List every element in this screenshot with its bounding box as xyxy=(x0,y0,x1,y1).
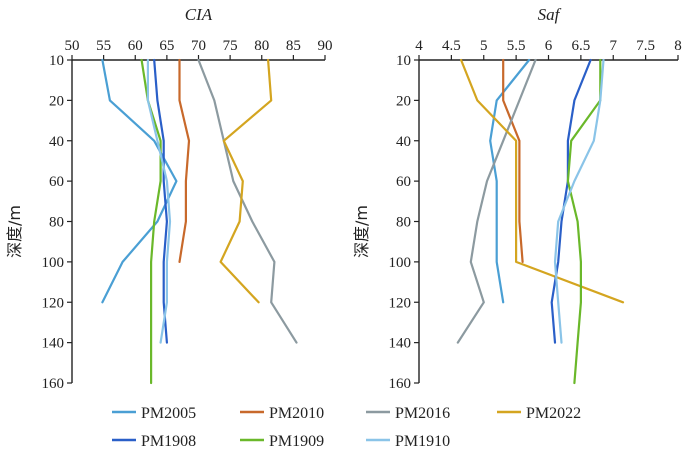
x-tick-label: 70 xyxy=(191,38,206,54)
legend-item-pm2016: PM2016 xyxy=(366,405,450,422)
x-tick-label: 8 xyxy=(674,38,682,54)
x-tick-label: 80 xyxy=(254,38,269,54)
series-line-pm1908 xyxy=(550,58,592,344)
series-line-pm1910 xyxy=(146,58,172,344)
panel-title: Saf xyxy=(538,5,562,24)
y-tick-label: 160 xyxy=(389,376,412,392)
x-tick-label: 85 xyxy=(286,38,301,54)
x-tick-label: 5 xyxy=(480,38,488,54)
legend-label: PM1909 xyxy=(269,433,324,450)
x-tick-label: 60 xyxy=(128,38,143,54)
y-tick-label: 80 xyxy=(396,215,411,231)
y-tick-label: 20 xyxy=(49,93,64,109)
x-tick-label: 55 xyxy=(96,38,111,54)
y-tick-label: 160 xyxy=(42,376,65,392)
legend-item-pm2022: PM2022 xyxy=(497,405,581,422)
y-tick-label: 60 xyxy=(396,174,411,190)
x-tick-label: 7 xyxy=(610,38,618,54)
y-tick-label: 60 xyxy=(49,174,64,190)
y-tick-label: 140 xyxy=(389,336,412,352)
series-line-pm2005 xyxy=(489,58,531,304)
legend-label: PM2016 xyxy=(395,405,450,422)
series-line-pm2022 xyxy=(219,58,273,304)
panel-saf: Saf 4 4.5 5 5.5 6 6.5 7 7.5 8 10 20 40 60 80 100 120 140 1… xyxy=(352,5,682,392)
x-tick-label: 50 xyxy=(65,38,80,54)
series-line-pm2010 xyxy=(502,58,524,263)
x-tick-label: 65 xyxy=(159,38,174,54)
legend-label: PM1908 xyxy=(141,433,196,450)
x-tick-label: 90 xyxy=(318,38,333,54)
panel-cia: CIA 50 55 60 65 70 75 80 85 90 10 20 40 60 80 100 120 140… xyxy=(5,5,333,392)
series-line-pm2005 xyxy=(101,58,178,304)
legend-item-pm2010: PM2010 xyxy=(240,405,324,422)
series-line-pm1908 xyxy=(153,58,168,344)
legend-item-pm1910: PM1910 xyxy=(366,433,450,450)
x-tick-label: 6 xyxy=(545,38,553,54)
x-tick-label: 4 xyxy=(415,38,423,54)
legend-label: PM2005 xyxy=(141,405,196,422)
legend-item-pm2005: PM2005 xyxy=(112,405,196,422)
series-line-pm1910 xyxy=(553,58,605,344)
y-tick-label: 10 xyxy=(396,53,411,69)
y-tick-label: 120 xyxy=(42,295,65,311)
legend-item-pm1909: PM1909 xyxy=(240,433,324,450)
y-tick-label: 10 xyxy=(49,53,64,69)
legend-label: PM2022 xyxy=(526,405,581,422)
legend: PM2005 PM2010 PM2016 PM2022 PM1908 PM1909 PM19… xyxy=(112,405,581,450)
x-tick-label: 6.5 xyxy=(572,38,591,54)
x-tick-label: 7.5 xyxy=(636,38,655,54)
legend-label: PM1910 xyxy=(395,433,450,450)
series-line-pm2022 xyxy=(460,58,625,304)
legend-label: PM2010 xyxy=(269,405,324,422)
series-line-pm2016 xyxy=(456,58,537,344)
y-tick-label: 100 xyxy=(42,255,65,271)
y-tick-label: 140 xyxy=(42,336,65,352)
x-tick-label: 75 xyxy=(223,38,238,54)
series-line-pm1909 xyxy=(566,58,602,385)
series-line-pm2016 xyxy=(197,58,298,344)
y-tick-label: 40 xyxy=(49,134,64,150)
y-tick-label: 20 xyxy=(396,93,411,109)
y-axis-label: 深度/m xyxy=(352,205,371,258)
x-tick-label: 4.5 xyxy=(442,38,461,54)
panel-title: CIA xyxy=(185,5,213,24)
y-tick-label: 80 xyxy=(49,215,64,231)
y-tick-label: 100 xyxy=(389,255,412,271)
series-line-pm2010 xyxy=(178,58,191,263)
y-axis-label: 深度/m xyxy=(5,205,24,258)
x-tick-label: 5.5 xyxy=(507,38,526,54)
y-tick-label: 40 xyxy=(396,134,411,150)
y-tick-label: 120 xyxy=(389,295,412,311)
legend-item-pm1908: PM1908 xyxy=(112,433,196,450)
